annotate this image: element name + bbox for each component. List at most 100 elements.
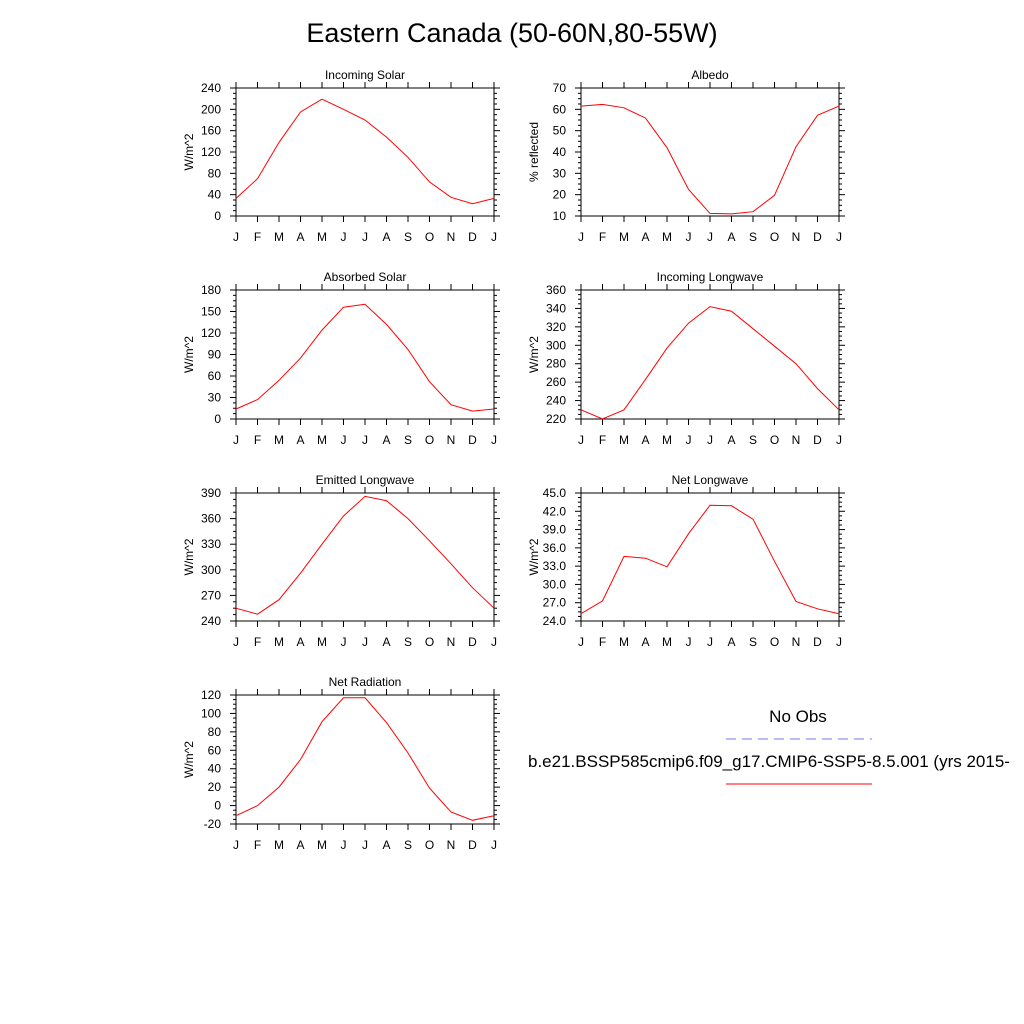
x-tick-label: N [792,433,801,447]
y-tick-label: 39.0 [543,523,567,537]
x-tick-label: J [362,838,368,852]
plot-frame [235,289,495,420]
y-tick-label: 320 [546,320,566,334]
x-tick-label: M [274,838,284,852]
x-tick-label: J [233,433,239,447]
y-tick-label: 30.0 [543,577,567,591]
x-tick-label: J [578,433,584,447]
x-tick-label: N [447,635,456,649]
x-tick-label: S [404,433,412,447]
plot-frame [235,492,495,622]
y-tick-label: 120 [201,688,221,702]
y-axis-label: W/m^2 [182,133,196,170]
plot-frame [235,694,495,825]
x-tick-label: M [317,635,327,649]
x-tick-label: M [619,230,629,244]
x-tick-label: A [296,230,304,244]
x-tick-label: F [599,433,606,447]
x-tick-label: S [404,838,412,852]
x-tick-label: O [425,838,434,852]
y-tick-label: 240 [546,394,566,408]
x-tick-label: D [468,433,477,447]
x-tick-label: A [296,635,304,649]
x-tick-label: A [641,230,649,244]
x-tick-label: D [813,635,822,649]
legend-model-label: b.e21.BSSP585cmip6.f09_g17.CMIP6-SSP5-8.… [528,752,1010,771]
y-tick-label: 100 [201,706,221,720]
x-tick-label: M [317,838,327,852]
x-tick-label: N [447,230,456,244]
x-tick-label: J [578,635,584,649]
x-tick-label: J [362,230,368,244]
y-tick-label: 360 [546,283,566,297]
x-tick-label: M [317,230,327,244]
y-tick-label: 0 [214,412,221,426]
y-tick-label: 70 [553,81,567,95]
panel-title: Incoming Longwave [657,270,764,284]
x-tick-label: F [599,230,606,244]
panel-title: Emitted Longwave [316,473,415,487]
y-tick-label: 80 [208,166,222,180]
legend-obs-label: No Obs [769,707,827,726]
x-tick-label: J [341,433,347,447]
y-tick-label: 120 [201,145,221,159]
x-tick-label: N [447,838,456,852]
panel-title: Absorbed Solar [324,270,407,284]
x-tick-label: O [425,433,434,447]
y-tick-label: 120 [201,326,221,340]
x-tick-label: O [770,635,779,649]
x-tick-label: M [662,433,672,447]
x-tick-label: J [686,230,692,244]
y-tick-label: 390 [201,486,221,500]
x-tick-label: M [274,635,284,649]
x-tick-label: M [619,635,629,649]
x-tick-label: N [792,635,801,649]
x-tick-label: O [770,230,779,244]
x-tick-label: M [662,230,672,244]
x-tick-label: A [296,838,304,852]
figure-title: Eastern Canada (50-60N,80-55W) [306,18,718,48]
x-tick-label: J [707,635,713,649]
x-tick-label: J [233,230,239,244]
x-tick-label: J [686,635,692,649]
x-tick-label: J [836,635,842,649]
x-tick-label: F [254,433,261,447]
x-tick-label: J [491,838,497,852]
y-tick-label: 360 [201,512,221,526]
series-line [580,306,840,420]
y-tick-label: 30 [553,166,567,180]
x-tick-label: A [727,635,735,649]
y-tick-label: 0 [214,799,221,813]
y-tick-label: 330 [201,537,221,551]
panel-title: Incoming Solar [325,68,405,82]
y-tick-label: 240 [201,81,221,95]
y-tick-label: -20 [204,817,222,831]
series-line [235,697,495,821]
y-axis-label: W/m^2 [182,538,196,575]
x-tick-label: O [770,433,779,447]
y-tick-label: 270 [201,588,221,602]
y-tick-label: 0 [214,209,221,223]
x-tick-label: J [362,433,368,447]
x-tick-label: A [382,635,390,649]
x-tick-label: O [425,230,434,244]
x-tick-label: D [468,838,477,852]
y-tick-label: 40 [553,145,567,159]
y-axis-label: % reflected [527,122,541,182]
x-tick-label: A [727,433,735,447]
x-tick-label: M [274,433,284,447]
x-tick-label: J [707,433,713,447]
y-axis-label: W/m^2 [527,336,541,373]
x-tick-label: M [317,433,327,447]
x-tick-label: D [468,635,477,649]
x-tick-label: S [404,230,412,244]
y-tick-label: 42.0 [543,504,567,518]
y-tick-label: 340 [546,301,566,315]
x-tick-label: M [662,635,672,649]
